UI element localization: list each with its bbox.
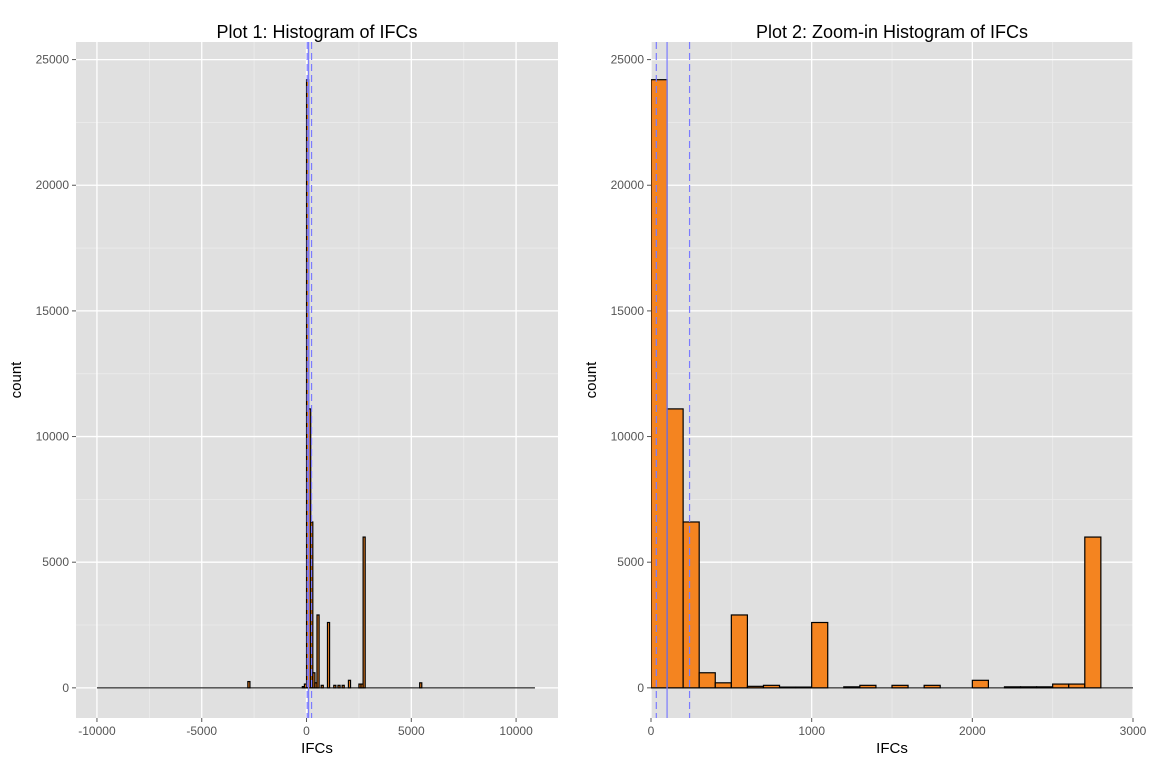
plot-1-x-axis-label: IFCs [301,740,333,757]
plot-1-histogram-bar [247,680,251,689]
plot-1-x-tick-label: 10000 [499,724,533,738]
plot-1-y-tick-label: 25000 [36,53,70,67]
plot-1-y-tick-label: 5000 [42,555,69,569]
plot-1-histogram-bar [303,683,308,689]
plot-2-histogram-bar [859,684,877,689]
plot-1-y-tick-label: 0 [62,681,69,695]
plot-1-histogram-bar [419,682,423,689]
plot-2-histogram-bar [762,684,781,689]
plot-2-bars [651,79,1133,689]
plot-1-x-tick-label: 0 [303,724,310,738]
plot-1-histogram-bar [337,684,341,689]
plot-2-title: Plot 2: Zoom-in Histogram of IFCs [756,22,1028,42]
plot-2-histogram-bar [1068,683,1086,689]
plot-2-x-tick-label: 1000 [798,724,825,738]
plot-1-x-tick-label: -5000 [186,724,217,738]
plot-2-ticks: 0 5000 10000 15000 20000 25000 0 1000 2000 3000 [611,53,1147,738]
plot-1-histogram-bar [320,684,324,689]
plot-1-x-tick-label: 5000 [398,724,425,738]
plot-2-y-tick-label: 5000 [617,555,644,569]
plot-1-y-tick-label: 10000 [36,430,70,444]
plot-1-y-axis-label: count [8,361,25,399]
plot-2-y-tick-label: 15000 [611,304,645,318]
plot-2-y-tick-label: 10000 [611,430,645,444]
plot-1-title: Plot 1: Histogram of IFCs [216,22,417,42]
plot-2-histogram-bar [1003,686,1022,689]
plot-1-y-tick-label: 20000 [36,178,70,192]
plot-2-y-tick-label: 20000 [611,178,645,192]
plot-2-histogram-bar [923,684,941,689]
plot-2-x-tick-label: 3000 [1120,724,1147,738]
plot-2-reference-lines [655,42,691,718]
plot-2-y-tick-label: 25000 [611,53,645,67]
plot-1-histogram-bar [326,621,331,689]
plot-2-histogram-bar [971,679,989,689]
plot-2-x-axis-label: IFCs [876,740,908,757]
plot-2-histogram-bar [682,521,700,689]
plot-1-y-tick-label: 15000 [36,304,70,318]
plot-2-histogram-bar [714,682,732,689]
plot-2-x-tick-label: 0 [648,724,655,738]
plot-1-histogram-bar [333,684,337,689]
plot-1-ticks: 0 5000 10000 15000 20000 25000 -10000 -5000 0 500… [36,53,533,738]
plot-2-histogram-bar [891,684,909,689]
plot-1-histogram-bar [316,614,320,689]
plot-2-histogram-bar [698,672,716,689]
plot-2-x-tick-label: 2000 [959,724,986,738]
plot-1-x-tick-label: -10000 [78,724,116,738]
plot-1-panel-background [76,42,558,718]
plot-1-histogram-bar [312,672,316,689]
plot-2-histogram-bar [746,685,765,689]
plot-2-histogram-bar [1019,686,1038,689]
plot-1-reference-lines [306,42,313,718]
plot-1-histogram-bar [341,684,345,689]
plot-2-histogram-bar [843,686,861,689]
plot-1-histogram-bar [347,679,352,689]
plot-1-histogram: 0 5000 10000 15000 20000 25000 -10000 -5000 0 500… [8,22,558,757]
plot-1-histogram-bar [362,536,366,689]
plot-2-histogram-bar [1035,686,1054,689]
plot-2-histogram-bar [811,621,829,689]
plot-2-zoom-histogram: 0 5000 10000 15000 20000 25000 0 1000 2000 3000 P… [583,22,1147,757]
plot-2-histogram-bar [730,614,748,689]
plot-2-y-tick-label: 0 [637,681,644,695]
plot-2-histogram-bar [651,79,668,689]
plot-2-histogram-bar [794,686,813,689]
plot-2-histogram-bar [1084,536,1102,689]
plot-2-y-axis-label: count [583,361,600,399]
plot-2-histogram-bar [778,686,797,689]
plot-2-histogram-bar [1052,683,1070,689]
plot-2-histogram-bar [666,408,684,689]
